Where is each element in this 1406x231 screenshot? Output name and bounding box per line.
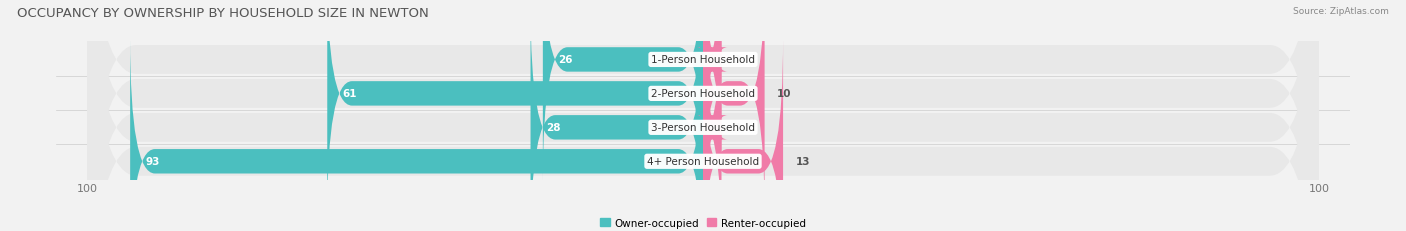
FancyBboxPatch shape <box>697 5 728 231</box>
Text: 4+ Person Household: 4+ Person Household <box>647 157 759 167</box>
Text: Source: ZipAtlas.com: Source: ZipAtlas.com <box>1294 7 1389 16</box>
FancyBboxPatch shape <box>530 5 703 231</box>
Text: 3-Person Household: 3-Person Household <box>651 123 755 133</box>
Text: 26: 26 <box>558 55 572 65</box>
Text: 28: 28 <box>546 123 561 133</box>
FancyBboxPatch shape <box>703 0 765 217</box>
FancyBboxPatch shape <box>87 0 1319 231</box>
FancyBboxPatch shape <box>87 0 1319 231</box>
Text: 93: 93 <box>146 157 160 167</box>
FancyBboxPatch shape <box>87 0 1319 231</box>
FancyBboxPatch shape <box>697 0 728 183</box>
Text: 61: 61 <box>343 89 357 99</box>
Text: 2-Person Household: 2-Person Household <box>651 89 755 99</box>
Text: 3: 3 <box>734 123 741 133</box>
FancyBboxPatch shape <box>131 39 703 231</box>
FancyBboxPatch shape <box>543 0 703 183</box>
FancyBboxPatch shape <box>328 0 703 217</box>
Text: OCCUPANCY BY OWNERSHIP BY HOUSEHOLD SIZE IN NEWTON: OCCUPANCY BY OWNERSHIP BY HOUSEHOLD SIZE… <box>17 7 429 20</box>
Text: 10: 10 <box>778 89 792 99</box>
Legend: Owner-occupied, Renter-occupied: Owner-occupied, Renter-occupied <box>600 218 806 228</box>
FancyBboxPatch shape <box>703 39 783 231</box>
Text: 1-Person Household: 1-Person Household <box>651 55 755 65</box>
FancyBboxPatch shape <box>87 0 1319 231</box>
Text: 13: 13 <box>796 157 810 167</box>
Text: 3: 3 <box>734 55 741 65</box>
